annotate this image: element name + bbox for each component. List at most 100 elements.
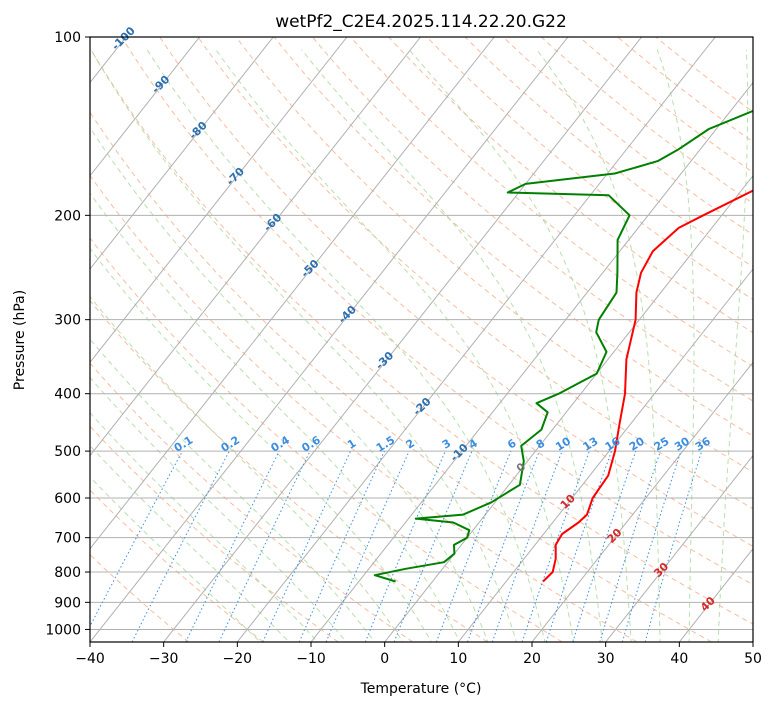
- isotherm-line: [90, 37, 495, 550]
- x-tick-label: 40: [670, 651, 688, 667]
- y-tick-label: 500: [54, 444, 81, 460]
- y-tick-label: 100: [54, 30, 81, 46]
- dry-adiabat-line: [90, 489, 264, 642]
- y-tick-label: 400: [54, 387, 81, 403]
- isotherm-line: [163, 37, 642, 642]
- mixing-ratio-line: [491, 450, 563, 642]
- x-tick-label: 10: [449, 651, 467, 667]
- y-axis-label: Pressure (hPa): [12, 290, 28, 390]
- x-tick-label: −20: [223, 651, 253, 667]
- y-tick-label: 1000: [45, 622, 81, 638]
- x-axis-label: Temperature (°C): [360, 681, 482, 697]
- dry-adiabat-line: [90, 47, 753, 625]
- isotherm-line: [90, 37, 348, 364]
- mixing-ratio-line: [467, 450, 540, 642]
- dry-adiabat-line: [502, 37, 753, 236]
- mixing-ratio-label: 2: [404, 437, 417, 452]
- mixing-ratio-line: [599, 450, 661, 642]
- isotherm-line: [384, 174, 753, 642]
- mixing-ratio-label: 6: [505, 436, 519, 451]
- sounding-traces: [373, 109, 753, 583]
- mixing-ratio-line: [262, 450, 352, 642]
- dry-adiabat-line: [312, 37, 753, 402]
- moist-adiabat-line: [90, 295, 404, 642]
- dry-adiabat-line: [617, 37, 753, 143]
- isotherm-line: [90, 37, 200, 177]
- mixing-ratio-line: [298, 450, 385, 642]
- y-tick-label: 200: [54, 208, 81, 224]
- mixing-ratio-label: 3: [440, 437, 453, 452]
- isotherm-line: [310, 81, 753, 642]
- mixing-ratio-line: [131, 450, 230, 642]
- moist-adiabat-line: [90, 49, 518, 642]
- isotherm-line: [90, 37, 421, 457]
- x-tick-label: 0: [380, 651, 389, 667]
- dry-adiabat-line: [90, 362, 414, 642]
- x-tick-label: 50: [744, 651, 762, 667]
- moist-adiabat-line: [90, 476, 261, 642]
- isotherm-label: -100: [109, 24, 138, 53]
- temperature-trace: [542, 189, 753, 583]
- dry-adiabat-line: [464, 37, 753, 268]
- isotherm-line: [90, 37, 569, 642]
- x-axis: −40 −30 −20 −10 0 10 20 30 40 50: [75, 642, 762, 667]
- dewpoint-trace: [373, 109, 753, 583]
- isotherm-line: [531, 361, 753, 642]
- plot-frame: [89, 36, 754, 643]
- y-tick-label: 900: [54, 595, 81, 611]
- mixing-ratio-line: [545, 450, 612, 642]
- dry-adiabat-line: [90, 111, 712, 642]
- moist-adiabat-line: [90, 376, 347, 642]
- dry-adiabat-line: [426, 37, 753, 301]
- dry-adiabat-line: [655, 37, 753, 113]
- mixing-ratio-label: 0.2: [219, 433, 242, 454]
- dry-adiabat-line: [159, 37, 753, 547]
- dry-adiabat-line: [121, 37, 753, 586]
- moist-adiabat-line: [90, 412, 319, 642]
- background-lines: [90, 37, 753, 642]
- mixing-ratio-line: [393, 450, 473, 642]
- dry-adiabat-line: [90, 299, 488, 642]
- dry-adiabat-line: [90, 425, 339, 642]
- x-tick-label: −30: [149, 651, 179, 667]
- mixing-ratio-label: 0.1: [172, 433, 195, 454]
- dry-adiabat-line: [235, 37, 753, 473]
- mixing-ratio-line: [521, 450, 590, 642]
- moist-adiabat-line: [90, 126, 489, 642]
- moist-adiabat-line: [717, 49, 749, 642]
- mixing-ratio-line: [435, 450, 512, 642]
- dry-adiabat-line: [197, 37, 753, 510]
- y-tick-label: 600: [54, 491, 81, 507]
- isotherm-line: [605, 454, 753, 642]
- dry-adiabat-line: [90, 174, 638, 642]
- moist-adiabat-line: [90, 247, 432, 642]
- mixing-ratio-line: [364, 450, 446, 642]
- y-tick-label: 300: [54, 313, 81, 329]
- chart-title: wetPf2_C2E4.2025.114.22.20.G22: [275, 12, 567, 32]
- dry-adiabat-line: [388, 37, 753, 334]
- dry-adiabat-line: [579, 37, 753, 174]
- x-tick-label: −10: [296, 651, 326, 667]
- moist-adiabat-line: [215, 49, 575, 642]
- y-tick-label: 700: [54, 531, 81, 547]
- mixing-ratio-line: [90, 450, 183, 628]
- dry-adiabat-line: [350, 37, 753, 368]
- mixing-ratio-line: [185, 450, 280, 642]
- isotherm-line: [457, 268, 753, 642]
- moist-adiabat-line: [90, 192, 461, 642]
- x-tick-label: 20: [523, 651, 541, 667]
- y-axis: 100 200 300 400 500 600 700 800 900 1000: [45, 30, 90, 638]
- isotherm-line: [236, 37, 716, 642]
- y-tick-label: 800: [54, 565, 81, 581]
- mixing-ratio-line: [644, 450, 703, 642]
- mixing-ratio-label: 1: [345, 437, 358, 452]
- isotherm-line: [90, 37, 274, 270]
- line-labels: 0.1 0.2 0.4 0.6 1 1.5 2 3 4 6 8 10 13 16 20 25 30 36-100-…: [109, 24, 718, 614]
- mixing-ratio-line: [572, 450, 637, 642]
- dry-adiabat-line: [90, 554, 190, 642]
- dry-adiabat-line: [90, 237, 563, 642]
- mixing-ratio-line: [621, 450, 682, 642]
- mixing-ratio-line: [325, 450, 410, 642]
- mixing-ratio-label: 1.5: [374, 433, 397, 454]
